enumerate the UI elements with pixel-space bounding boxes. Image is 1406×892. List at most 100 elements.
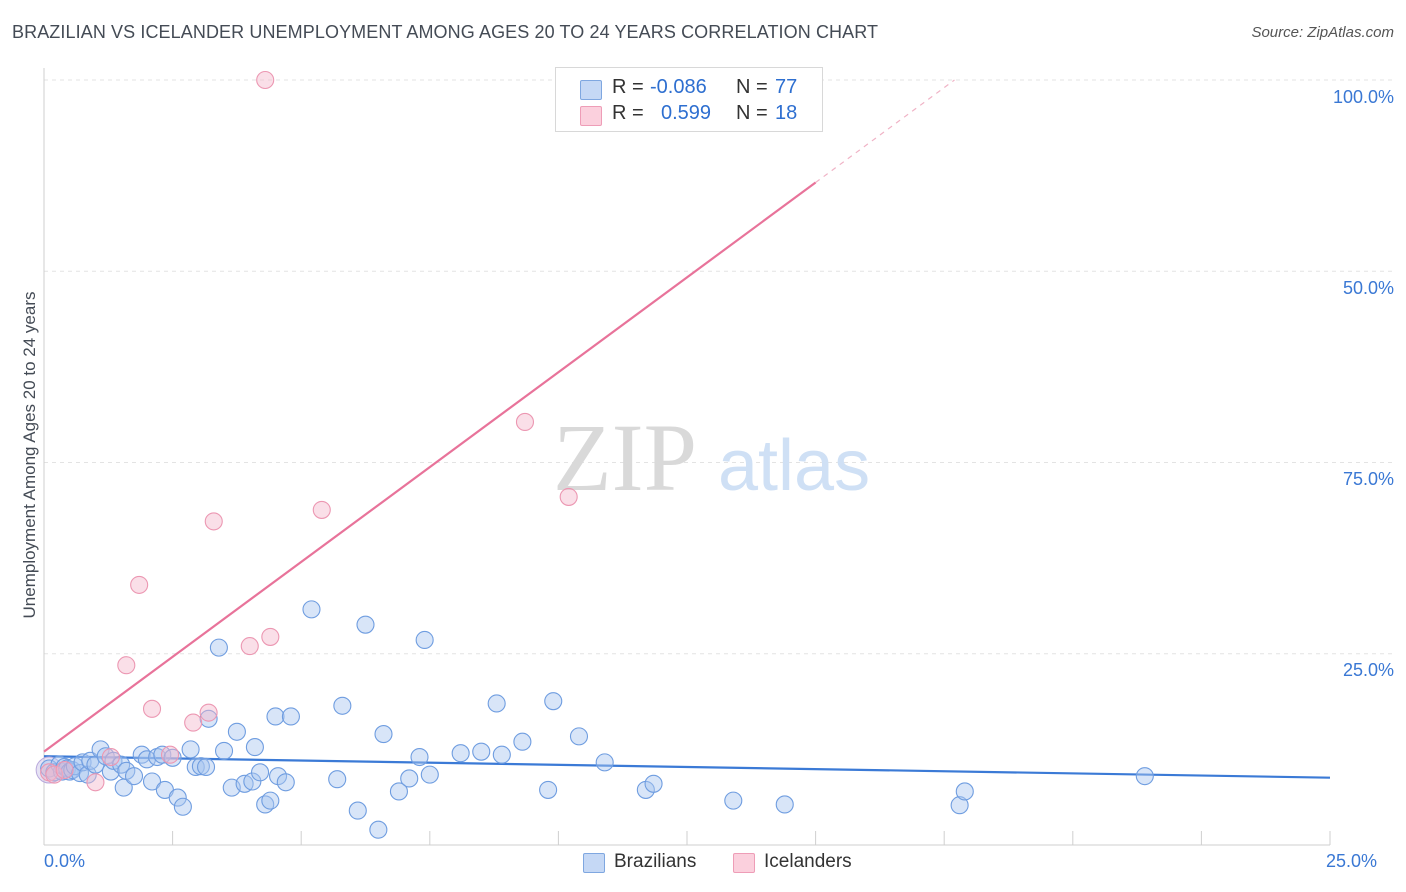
brazilian-point [142, 772, 162, 791]
brazilian-point [281, 707, 300, 726]
brazilian-point [209, 638, 228, 657]
brazilian-point [196, 757, 216, 777]
icelander-point [160, 745, 180, 764]
brazilians-legend-swatch [583, 853, 605, 873]
brazilian-point [595, 753, 614, 772]
brazilian-point [276, 773, 295, 792]
brazilian-point [302, 600, 321, 619]
icelander-point [199, 703, 218, 722]
watermark-zip: ZIP [553, 404, 697, 511]
brazilian-point [191, 757, 210, 776]
trend-lines [43, 79, 1331, 779]
icelander-point [240, 637, 259, 656]
icelanders-n-value: 18 [775, 102, 798, 124]
brazilian-point [186, 757, 205, 777]
brazilian-point [328, 770, 347, 789]
brazilian-point [451, 744, 470, 763]
icelander-point [261, 627, 280, 646]
brazilian-point [243, 772, 262, 791]
icelander-point [312, 500, 331, 519]
brazilian-point [173, 797, 192, 816]
brazilian-point [261, 791, 280, 810]
brazilian-point [513, 732, 532, 751]
icelander-point [130, 575, 149, 594]
brazilian-point [410, 747, 429, 767]
brazilian-point [168, 788, 187, 807]
brazilian-point [250, 763, 270, 782]
watermark: ZIP atlas [553, 404, 870, 511]
brazilian-point [245, 738, 264, 757]
icelanders-trend-line [43, 181, 817, 753]
brazilian-point [389, 782, 408, 801]
brazilians-r-value: -0.086 [650, 76, 707, 98]
icelanders-swatch [580, 106, 602, 126]
icelander-point [559, 487, 578, 506]
icelander-point [142, 699, 162, 718]
brazilian-point [374, 725, 393, 744]
brazilian-point [569, 727, 589, 746]
icelander-point [515, 412, 535, 432]
brazilian-point [472, 742, 491, 761]
brazilian-point [333, 696, 352, 715]
brazilian-point [124, 767, 144, 786]
icelander-point [184, 713, 203, 732]
data-points [35, 70, 1154, 839]
brazilian-point [539, 780, 558, 799]
brazilian-point [415, 630, 434, 650]
y-tick-label-75: 50.0% [1342, 278, 1394, 298]
brazilian-point [356, 615, 375, 634]
brazilian-point [199, 709, 218, 728]
brazilian-point [420, 765, 439, 784]
icelander-point [86, 773, 105, 792]
grid [44, 79, 1392, 655]
y-tick-label-100: 100.0% [1332, 87, 1394, 107]
watermark-atlas: atlas [718, 426, 870, 506]
brazilian-point [955, 782, 974, 801]
brazilian-point [78, 765, 97, 784]
brazilian-point [775, 795, 794, 814]
brazilian-point [181, 740, 200, 759]
brazilian-point [724, 791, 743, 810]
brazilian-point [70, 764, 90, 783]
brazilian-point [487, 694, 506, 713]
brazilian-point [369, 820, 388, 839]
r-label: R = [612, 102, 644, 124]
brazilian-point [101, 762, 120, 781]
icelanders-trend-extension [815, 79, 955, 183]
brazilian-point [644, 774, 663, 793]
axes [43, 68, 1331, 846]
y-axis-label: Unemployment Among Ages 20 to 24 years [20, 291, 39, 619]
brazilian-point [950, 796, 969, 815]
icelanders-legend-label: Icelanders [764, 851, 852, 872]
brazilian-point [1135, 767, 1154, 786]
icelander-point [55, 760, 74, 780]
brazilians-legend-label: Brazilians [614, 851, 697, 872]
x-tick-label-25: 25.0% [1326, 851, 1378, 871]
chart-title: BRAZILIAN VS ICELANDER UNEMPLOYMENT AMON… [12, 22, 879, 42]
icelander-point [101, 747, 120, 767]
brazilian-point [163, 748, 182, 767]
icelander-point [256, 70, 275, 90]
icelander-point [45, 765, 64, 784]
brazilian-point [544, 692, 563, 711]
brazilians-trend-line [43, 755, 1331, 779]
source-label: Source: ZipAtlas.com [1251, 24, 1394, 41]
brazilian-point [492, 745, 511, 764]
brazilian-point [400, 769, 419, 788]
n-label: N = [736, 76, 768, 98]
correlation-legend: R = -0.086 N = 77 R = 0.599 N = 18 [555, 67, 823, 132]
y-tick-label-25: 25.0% [1342, 660, 1394, 680]
brazilian-point [227, 722, 246, 741]
brazilian-point [153, 745, 172, 764]
x-tick-label-0: 0.0% [44, 851, 86, 871]
brazilian-point [214, 741, 234, 760]
icelanders-legend-swatch [733, 853, 755, 873]
y-tick-label-50: 75.0% [1342, 469, 1394, 489]
icelanders-r-value: 0.599 [661, 102, 712, 124]
icelander-point [117, 656, 136, 675]
brazilian-point [348, 801, 367, 820]
icelander-point [204, 512, 223, 531]
brazilian-point [266, 707, 285, 726]
brazilians-n-value: 77 [775, 76, 798, 98]
